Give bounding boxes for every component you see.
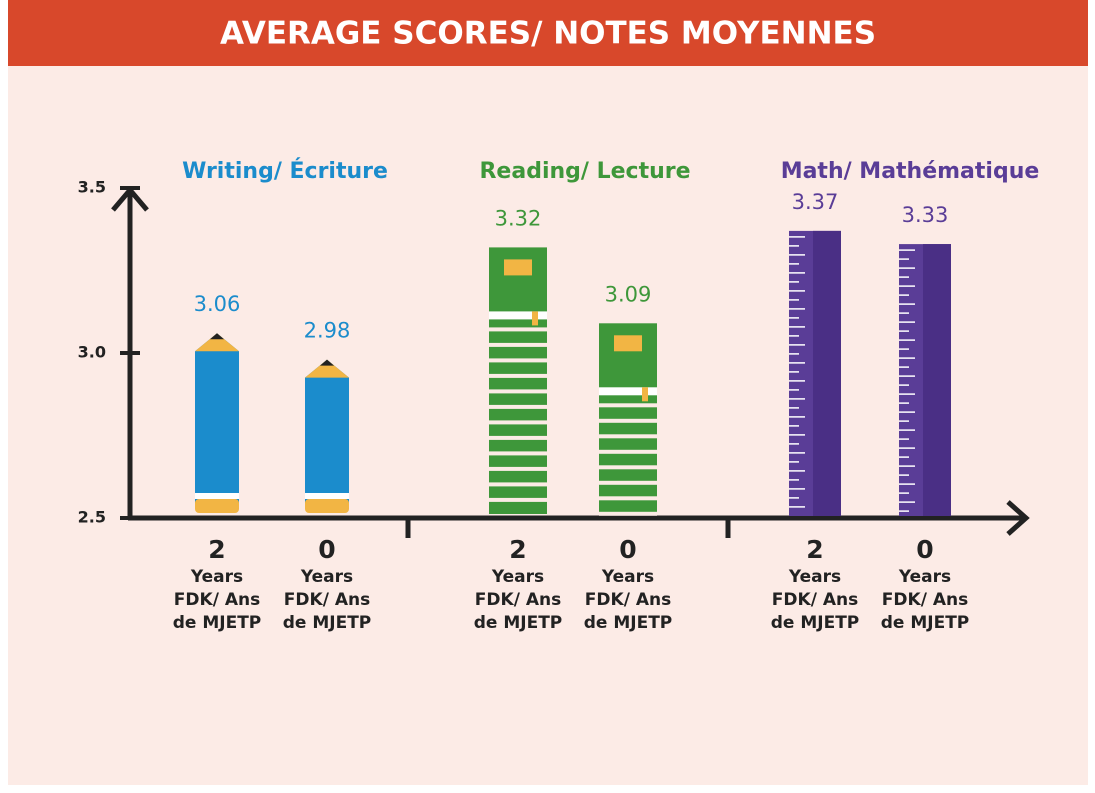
book-gap: [599, 434, 657, 438]
value-label: 3.09: [605, 282, 652, 306]
book-gap: [599, 512, 657, 516]
pencil-band: [305, 493, 349, 499]
book-pages: [599, 387, 657, 395]
group-name: Reading/ Lecture: [479, 159, 690, 184]
pencil-eraser: [195, 499, 239, 513]
category-label: Years FDK/ Ans de MJETP: [473, 566, 563, 635]
pencil-band: [195, 493, 239, 499]
book-gap: [599, 465, 657, 469]
book-gap: [489, 498, 547, 502]
book-gap: [599, 419, 657, 423]
value-label: 3.37: [792, 190, 839, 214]
bookmark: [532, 311, 538, 325]
book-gap: [489, 467, 547, 471]
book-gap: [489, 389, 547, 393]
category-label: Years FDK/ Ans de MJETP: [880, 566, 970, 635]
book-stack: [489, 247, 547, 514]
ruler-edge: [813, 231, 841, 516]
book-gap: [599, 481, 657, 485]
category-label: Years FDK/ Ans de MJETP: [770, 566, 860, 635]
category-number: 0: [619, 535, 636, 564]
book-gap: [489, 343, 547, 347]
book-pages: [489, 311, 547, 319]
book-gap: [489, 451, 547, 455]
book-gap: [489, 436, 547, 440]
chart-title: AVERAGE SCORES/ NOTES MOYENNES: [220, 16, 876, 52]
category-number: 0: [916, 535, 933, 564]
book-label: [504, 259, 532, 275]
category-number: 0: [318, 535, 335, 564]
category-label: Years FDK/ Ans de MJETP: [172, 566, 262, 635]
bookmark: [642, 387, 648, 401]
pencil: [305, 360, 349, 506]
y-tick-label: 2.5: [78, 508, 106, 527]
category-number: 2: [806, 535, 823, 564]
value-label: 2.98: [304, 319, 351, 343]
category-label: Years FDK/ Ans de MJETP: [282, 566, 372, 635]
category-number: 2: [208, 535, 225, 564]
chart: AVERAGE SCORES/ NOTES MOYENNES 2.5 3.0 3.5…: [0, 0, 1095, 793]
value-label: 3.06: [194, 292, 241, 316]
y-tick-label: 3.0: [78, 343, 106, 362]
page: AVERAGE SCORES/ NOTES MOYENNES 2.5 3.0 3.5…: [0, 0, 1095, 793]
book-gap: [489, 420, 547, 424]
book-gap: [599, 450, 657, 454]
book-label: [614, 335, 642, 351]
group-name: Writing/ Écriture: [182, 158, 388, 184]
value-label: 3.32: [495, 206, 542, 230]
category-label: Years FDK/ Ans de MJETP: [583, 566, 673, 635]
book-gap: [489, 358, 547, 362]
book-gap: [489, 482, 547, 486]
value-label: 3.33: [902, 203, 949, 227]
book-gap: [599, 496, 657, 500]
y-tick-label: 3.5: [78, 178, 106, 197]
book-gap: [489, 405, 547, 409]
book-stack: [599, 323, 657, 514]
book-gap: [489, 374, 547, 378]
book-gap: [489, 327, 547, 331]
group-name: Math/ Mathématique: [781, 159, 1040, 184]
category-number: 2: [509, 535, 526, 564]
book-gap: [599, 403, 657, 407]
pencil-eraser: [305, 499, 349, 513]
pencil: [195, 333, 239, 506]
ruler-edge: [923, 244, 951, 516]
